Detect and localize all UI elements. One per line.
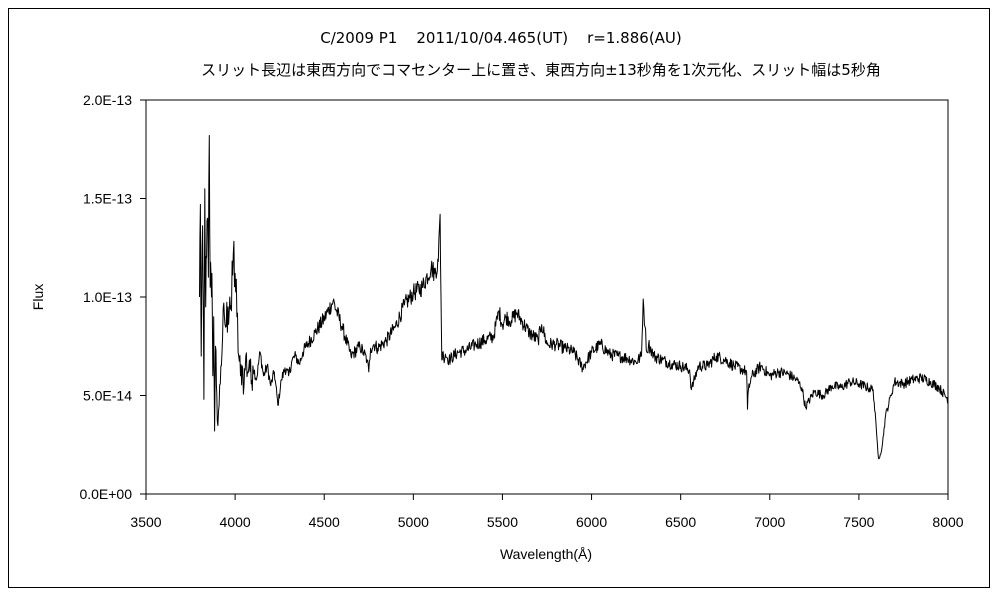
y-axis-label: Flux xyxy=(30,284,46,310)
chart-frame: C/2009 P1 2011/10/04.465(UT) r=1.886(AU)… xyxy=(8,8,990,588)
x-tick-label: 7500 xyxy=(843,514,874,530)
chart-svg: C/2009 P1 2011/10/04.465(UT) r=1.886(AU)… xyxy=(30,29,964,562)
y-tick-label: 1.5E-13 xyxy=(83,191,132,207)
y-axis-ticks: 0.0E+00 5.0E-14 1.0E-13 1.5E-13 2.0E-13 xyxy=(79,92,146,502)
x-tick-label: 6000 xyxy=(576,514,607,530)
x-tick-label: 5000 xyxy=(398,514,429,530)
x-tick-label: 3500 xyxy=(130,514,161,530)
y-tick-label: 1.0E-13 xyxy=(83,289,132,305)
x-tick-label: 5500 xyxy=(487,514,518,530)
chart-subtitle: スリット長辺は東西方向でコマセンター上に置き、東西方向±13秒角を1次元化、スリ… xyxy=(201,61,881,79)
x-tick-label: 4500 xyxy=(309,514,340,530)
x-tick-label: 4000 xyxy=(220,514,251,530)
plot-border xyxy=(145,99,949,495)
x-tick-label: 7000 xyxy=(754,514,785,530)
flux-series-line xyxy=(199,135,949,460)
plot-area xyxy=(145,99,949,495)
series-group xyxy=(199,135,949,460)
chart-title: C/2009 P1 2011/10/04.465(UT) r=1.886(AU) xyxy=(320,29,682,47)
y-tick-label: 2.0E-13 xyxy=(83,92,132,108)
x-tick-label: 8000 xyxy=(932,514,963,530)
x-axis-ticks: 3500 4000 4500 5000 5500 6000 6500 7000 7500 8000 xyxy=(130,494,964,530)
x-tick-label: 6500 xyxy=(665,514,696,530)
x-axis-label: Wavelength(Å) xyxy=(500,546,592,562)
y-tick-label: 5.0E-14 xyxy=(83,388,132,404)
y-tick-label: 0.0E+00 xyxy=(79,486,132,502)
